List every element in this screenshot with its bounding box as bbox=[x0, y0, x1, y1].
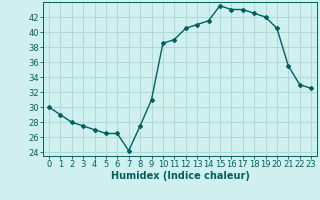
X-axis label: Humidex (Indice chaleur): Humidex (Indice chaleur) bbox=[111, 171, 249, 181]
